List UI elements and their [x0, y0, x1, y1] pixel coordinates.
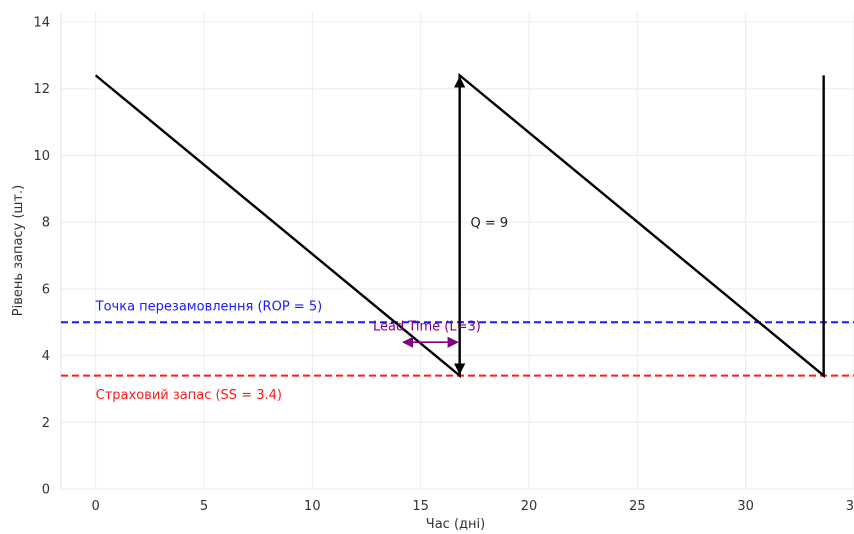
x-tick-label: 35 [846, 499, 854, 514]
rop-label: Точка перезамовлення (ROP = 5) [95, 300, 323, 315]
axes: 0 5 10 15 20 25 30 35 0 2 4 6 8 10 12 14 Час (дні) Рівень… [11, 12, 854, 532]
x-tick-label: 15 [412, 499, 429, 514]
grid [61, 12, 854, 490]
x-tick-label: 10 [304, 499, 321, 514]
y-tick-label: 14 [33, 16, 50, 31]
x-tick-label: 20 [521, 499, 538, 514]
annotations: Q = 9 Lead Time (L=3) [373, 76, 509, 375]
x-tick-label: 5 [200, 499, 208, 514]
order-quantity-label: Q = 9 [471, 216, 509, 231]
y-tick-label: 6 [42, 282, 50, 297]
reference-lines: Точка перезамовлення (ROP = 5) Страховий … [61, 300, 854, 403]
x-tick-label: 25 [629, 499, 646, 514]
y-tick-label: 10 [33, 149, 50, 164]
x-tick-label: 30 [737, 499, 754, 514]
y-tick-label: 0 [42, 483, 50, 498]
safety-stock-label: Страховий запас (SS = 3.4) [96, 388, 282, 403]
y-tick-label: 2 [42, 416, 50, 431]
inventory-line [94, 72, 825, 379]
y-tick-label: 4 [42, 349, 50, 364]
series [94, 72, 825, 379]
x-tick-label: 0 [92, 499, 100, 514]
x-axis-label: Час (дні) [426, 517, 485, 532]
y-tick-label: 12 [33, 82, 50, 97]
y-axis-label: Рівень запасу (шт.) [11, 185, 26, 316]
y-tick-label: 8 [42, 216, 50, 231]
lead-time-label: Lead Time (L=3) [373, 320, 481, 335]
